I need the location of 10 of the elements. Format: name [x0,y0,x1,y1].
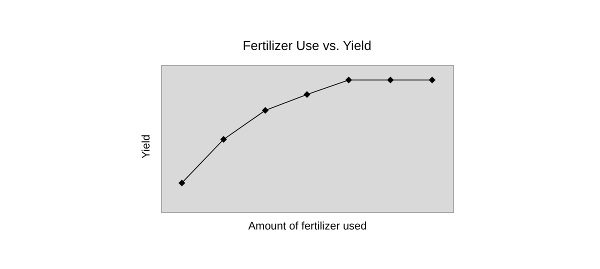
chart-title: Fertilizer Use vs. Yield [242,38,372,53]
point [262,107,269,114]
y-axis-title: Yield [140,134,152,159]
point [304,91,310,98]
point [387,76,394,84]
point [428,76,436,84]
point [220,136,227,143]
point [178,180,186,186]
point [345,76,352,84]
x-axis-title: Amount of fertilizer used [248,220,367,232]
